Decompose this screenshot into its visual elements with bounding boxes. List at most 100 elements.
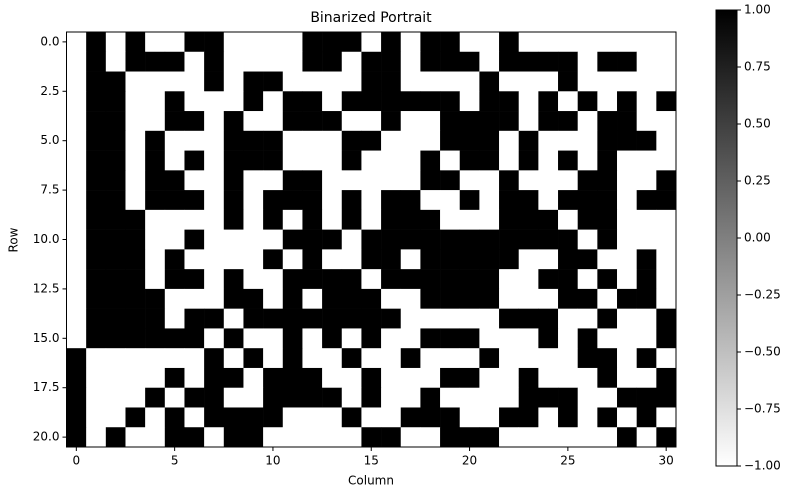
cell [342,289,362,309]
cell [656,170,676,190]
colorbar-tick-label: 0.25 [744,174,771,188]
cell [578,32,598,52]
cell [361,407,381,427]
cell [499,131,519,151]
cell [283,309,303,329]
cell [86,72,106,92]
x-tick-label: 10 [265,454,280,468]
cell [420,151,440,171]
cell [578,230,598,250]
cell [597,190,617,210]
cell [263,407,283,427]
cell [342,269,362,289]
cell [479,368,499,388]
cell [401,170,421,190]
cell [440,52,460,72]
cell [243,52,263,72]
colorbar-tick-label: −0.75 [744,402,781,416]
cell [558,230,578,250]
cell [204,52,224,72]
cell [322,289,342,309]
cell [283,427,303,447]
cell [263,131,283,151]
cell [420,91,440,111]
cell [558,289,578,309]
cell [460,32,480,52]
cell [578,131,598,151]
cell [381,309,401,329]
cell [243,91,263,111]
cell [361,111,381,131]
cell [125,269,145,289]
cell [165,190,185,210]
cell [460,328,480,348]
cell [656,190,676,210]
cell [361,131,381,151]
cell [145,427,165,447]
cell [597,309,617,329]
cell [656,230,676,250]
cell [499,52,519,72]
cell [597,131,617,151]
cell [479,91,499,111]
cell [125,407,145,427]
cell [597,52,617,72]
cell [656,407,676,427]
cell [322,170,342,190]
cell [145,151,165,171]
cell [184,328,204,348]
cell [460,249,480,269]
cell [302,269,322,289]
cell [145,210,165,230]
chart-title: Binarized Portrait [310,10,432,26]
cell [125,111,145,131]
y-tick-label: 15.0 [33,331,60,345]
cell [361,348,381,368]
cell [637,328,657,348]
cell [361,190,381,210]
cell [617,131,637,151]
cell [204,269,224,289]
cell [440,348,460,368]
cell [578,210,598,230]
cell [519,249,539,269]
cell [637,91,657,111]
cell [302,72,322,92]
cell [283,131,303,151]
cell [361,72,381,92]
cell [263,388,283,408]
cell [145,131,165,151]
cell [243,72,263,92]
cell [401,249,421,269]
cell [283,190,303,210]
cell [578,368,598,388]
cell [263,52,283,72]
colorbar-tick-label: 0.75 [744,60,771,74]
cell [263,230,283,250]
cell [558,72,578,92]
cell [637,407,657,427]
cell [479,427,499,447]
cell [381,368,401,388]
cell [263,170,283,190]
cell [440,170,460,190]
cell [401,368,421,388]
cell [597,170,617,190]
cell [302,230,322,250]
cell [420,230,440,250]
cell [263,190,283,210]
cell [106,111,126,131]
cell [401,289,421,309]
y-tick-label: 20.0 [33,430,60,444]
cell [204,427,224,447]
cell [479,72,499,92]
cell [165,151,185,171]
cell [283,72,303,92]
cell [67,131,87,151]
cell [145,72,165,92]
cell [617,111,637,131]
cell [67,289,87,309]
cell [597,289,617,309]
cell [165,368,185,388]
cell [243,170,263,190]
